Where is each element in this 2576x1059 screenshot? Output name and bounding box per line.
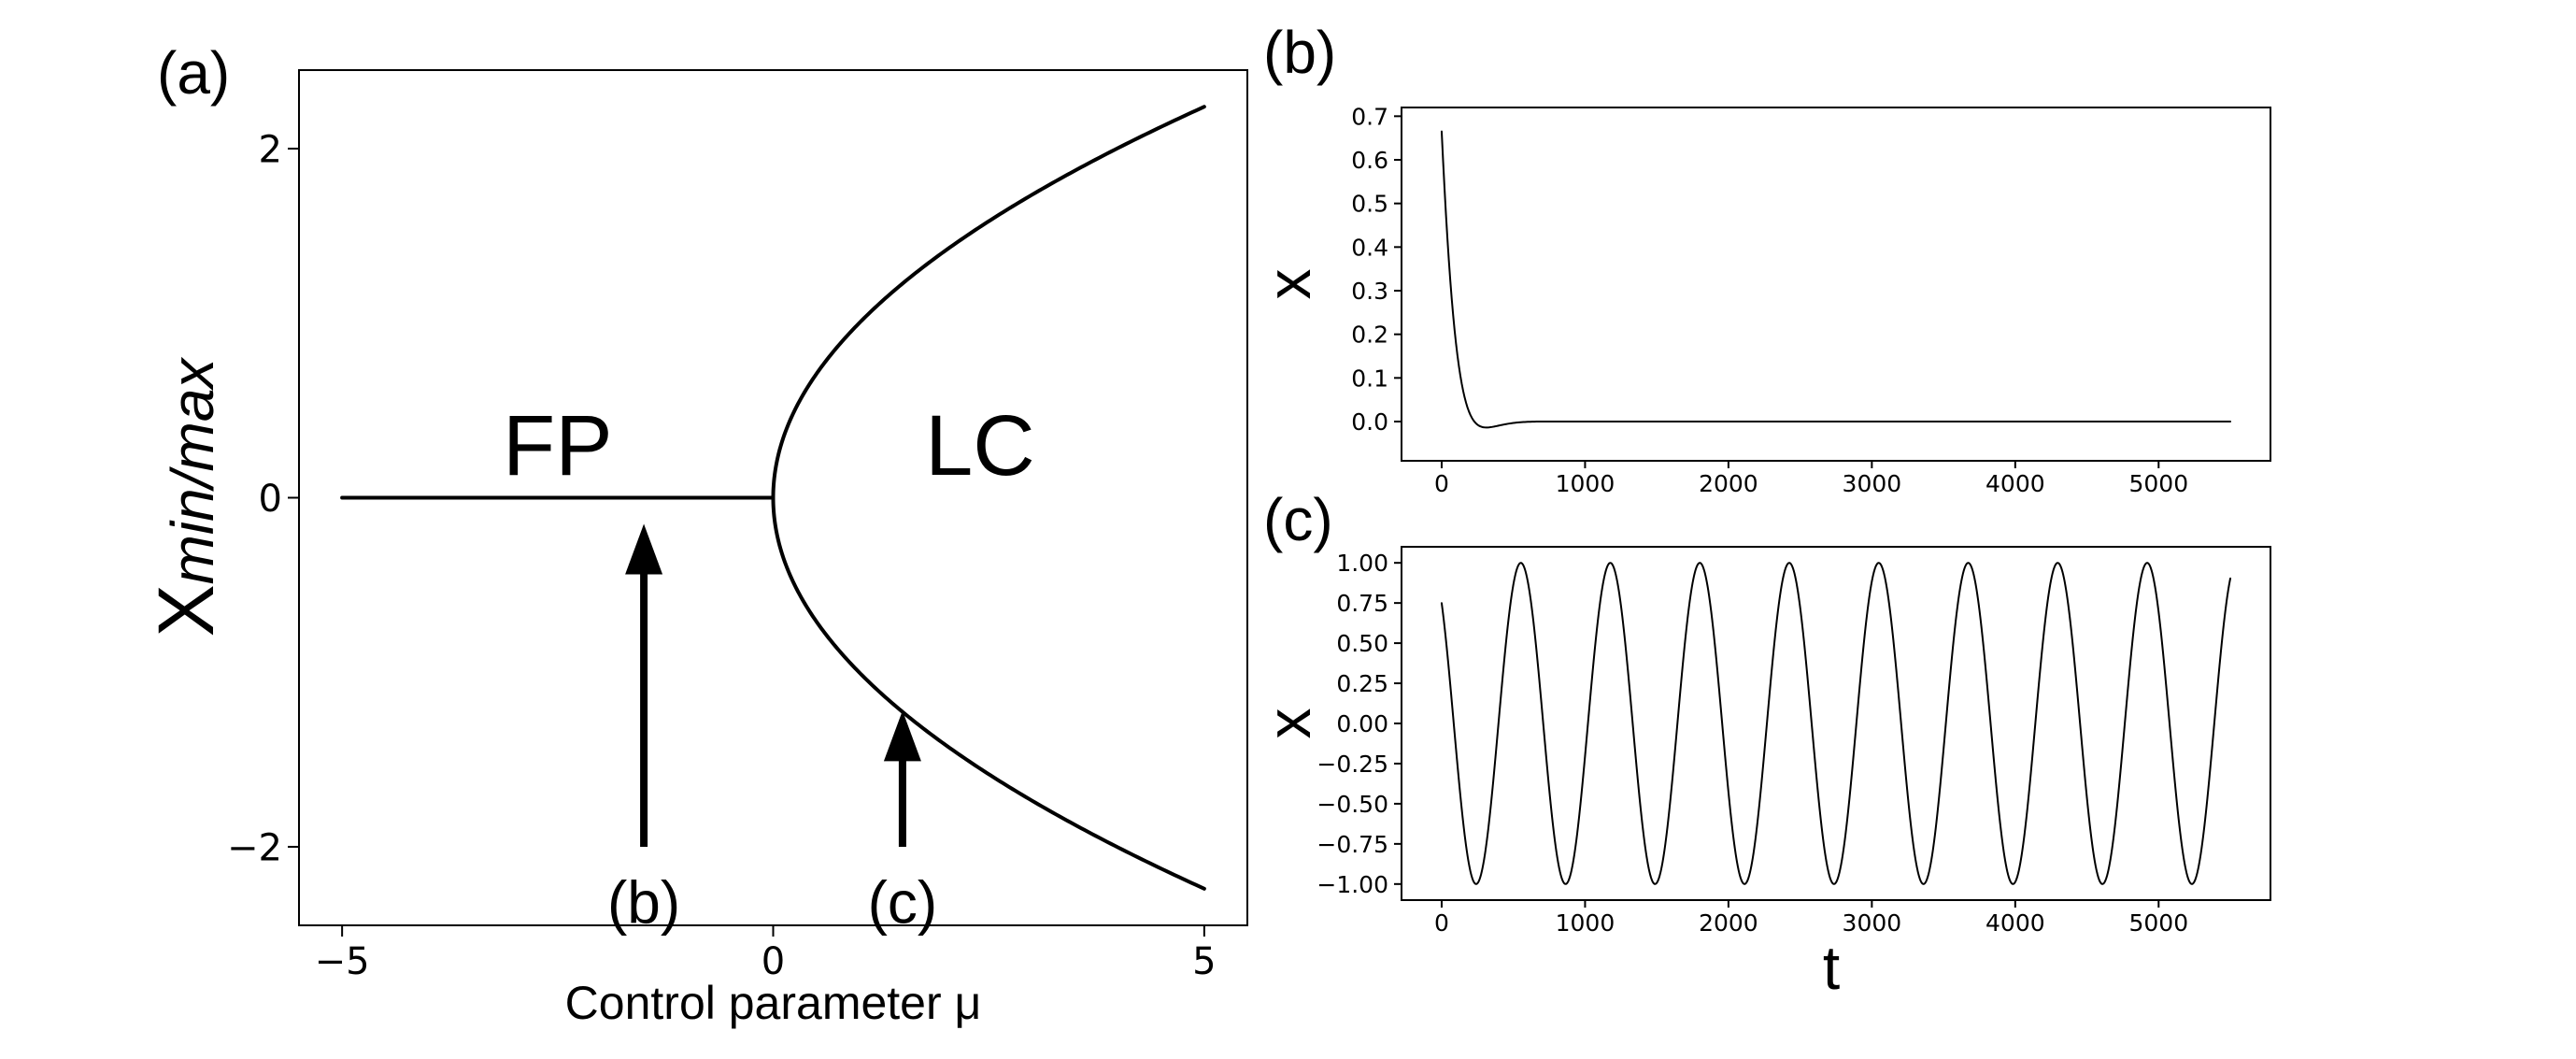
series-x-trajectory xyxy=(1440,562,2232,885)
y-tick-label: 0.5 xyxy=(1351,191,1388,218)
y-tick-label: −1.00 xyxy=(1316,871,1388,898)
x-axis-label: Control parameter μ xyxy=(565,977,982,1029)
x-tick-label: 2000 xyxy=(1699,470,1758,497)
panel-label-c: (c) xyxy=(1263,486,1333,553)
x-tick-label: 5000 xyxy=(2128,909,2188,937)
x-tick-label: 0 xyxy=(1434,909,1449,937)
series-limit-cycle-upper xyxy=(771,105,1206,500)
panel-c-time-series: 0 1000 2000 3000 4000 5000 1.00 0.75 0.50 0.25 0.0… xyxy=(1254,486,2271,1002)
x-axis-label: t xyxy=(1823,933,1840,1002)
y-tick-label: 2 xyxy=(259,128,282,171)
x-tick-label: 2000 xyxy=(1699,909,1758,937)
x-tick-label: 3000 xyxy=(1843,470,1902,497)
x-tick-label: 5000 xyxy=(2128,470,2188,497)
y-axis-label-main: X xyxy=(142,584,230,637)
series-x-trajectory xyxy=(1440,130,2232,429)
x-tick-label: 1000 xyxy=(1556,909,1615,937)
y-tick-label: 1.00 xyxy=(1336,550,1388,577)
x-tick-label: 0 xyxy=(1434,470,1449,497)
y-tick-label: 0.25 xyxy=(1336,670,1388,697)
y-axis-label: x xyxy=(1254,708,1323,739)
panel-label-b: (b) xyxy=(1263,19,1336,86)
y-tick-label: −0.75 xyxy=(1316,831,1388,858)
y-tick-label: 0.50 xyxy=(1336,630,1388,657)
y-axis-label: x xyxy=(1254,269,1323,300)
y-axis-label: Xmin/max xyxy=(142,357,230,637)
y-tick-label: −0.25 xyxy=(1316,751,1388,778)
y-tick-label: −2 xyxy=(227,826,282,869)
x-tick-label: 4000 xyxy=(1985,909,2045,937)
annotation-lc: LC xyxy=(925,398,1035,494)
y-tick-label: 0.75 xyxy=(1336,590,1388,617)
y-tick-label: −0.50 xyxy=(1316,791,1388,818)
arrow-label: (b) xyxy=(607,869,680,937)
x-tick-label: −5 xyxy=(315,940,370,983)
y-tick-label: 0.7 xyxy=(1351,103,1388,130)
plot-frame xyxy=(1401,107,2271,462)
y-tick-label: 0.6 xyxy=(1351,147,1388,174)
y-tick-label: 0.4 xyxy=(1351,234,1388,261)
y-tick-label: 0.0 xyxy=(1351,408,1388,436)
arrow-head xyxy=(883,710,921,762)
y-tick-label: 0.00 xyxy=(1336,710,1388,737)
y-axis-label-subscript: min/max xyxy=(159,357,226,585)
annotation-fp: FP xyxy=(503,398,613,494)
series-limit-cycle-lower xyxy=(771,495,1206,891)
x-tick-label: 5 xyxy=(1192,940,1216,983)
x-tick-label: 0 xyxy=(761,940,785,983)
x-tick-label: 1000 xyxy=(1556,470,1615,497)
arrow-label: (c) xyxy=(868,869,938,937)
y-tick-label: 0 xyxy=(259,478,282,521)
panel-b-time-series: 0 1000 2000 3000 4000 5000 0.0 0.1 0.2 0.3 0.4 0.5 0… xyxy=(1254,19,2271,497)
panel-label-a: (a) xyxy=(157,39,230,107)
y-tick-label: 0.2 xyxy=(1351,322,1388,349)
x-tick-label: 3000 xyxy=(1843,909,1902,937)
arrow-head xyxy=(625,523,663,575)
x-tick-label: 4000 xyxy=(1985,470,2045,497)
y-tick-label: 0.3 xyxy=(1351,278,1388,305)
panel-a-bifurcation-diagram: −5 0 5 −2 0 2 FP LC (b) (c) (a) Control parameter μ… xyxy=(142,39,1248,1029)
y-tick-label: 0.1 xyxy=(1351,365,1388,392)
